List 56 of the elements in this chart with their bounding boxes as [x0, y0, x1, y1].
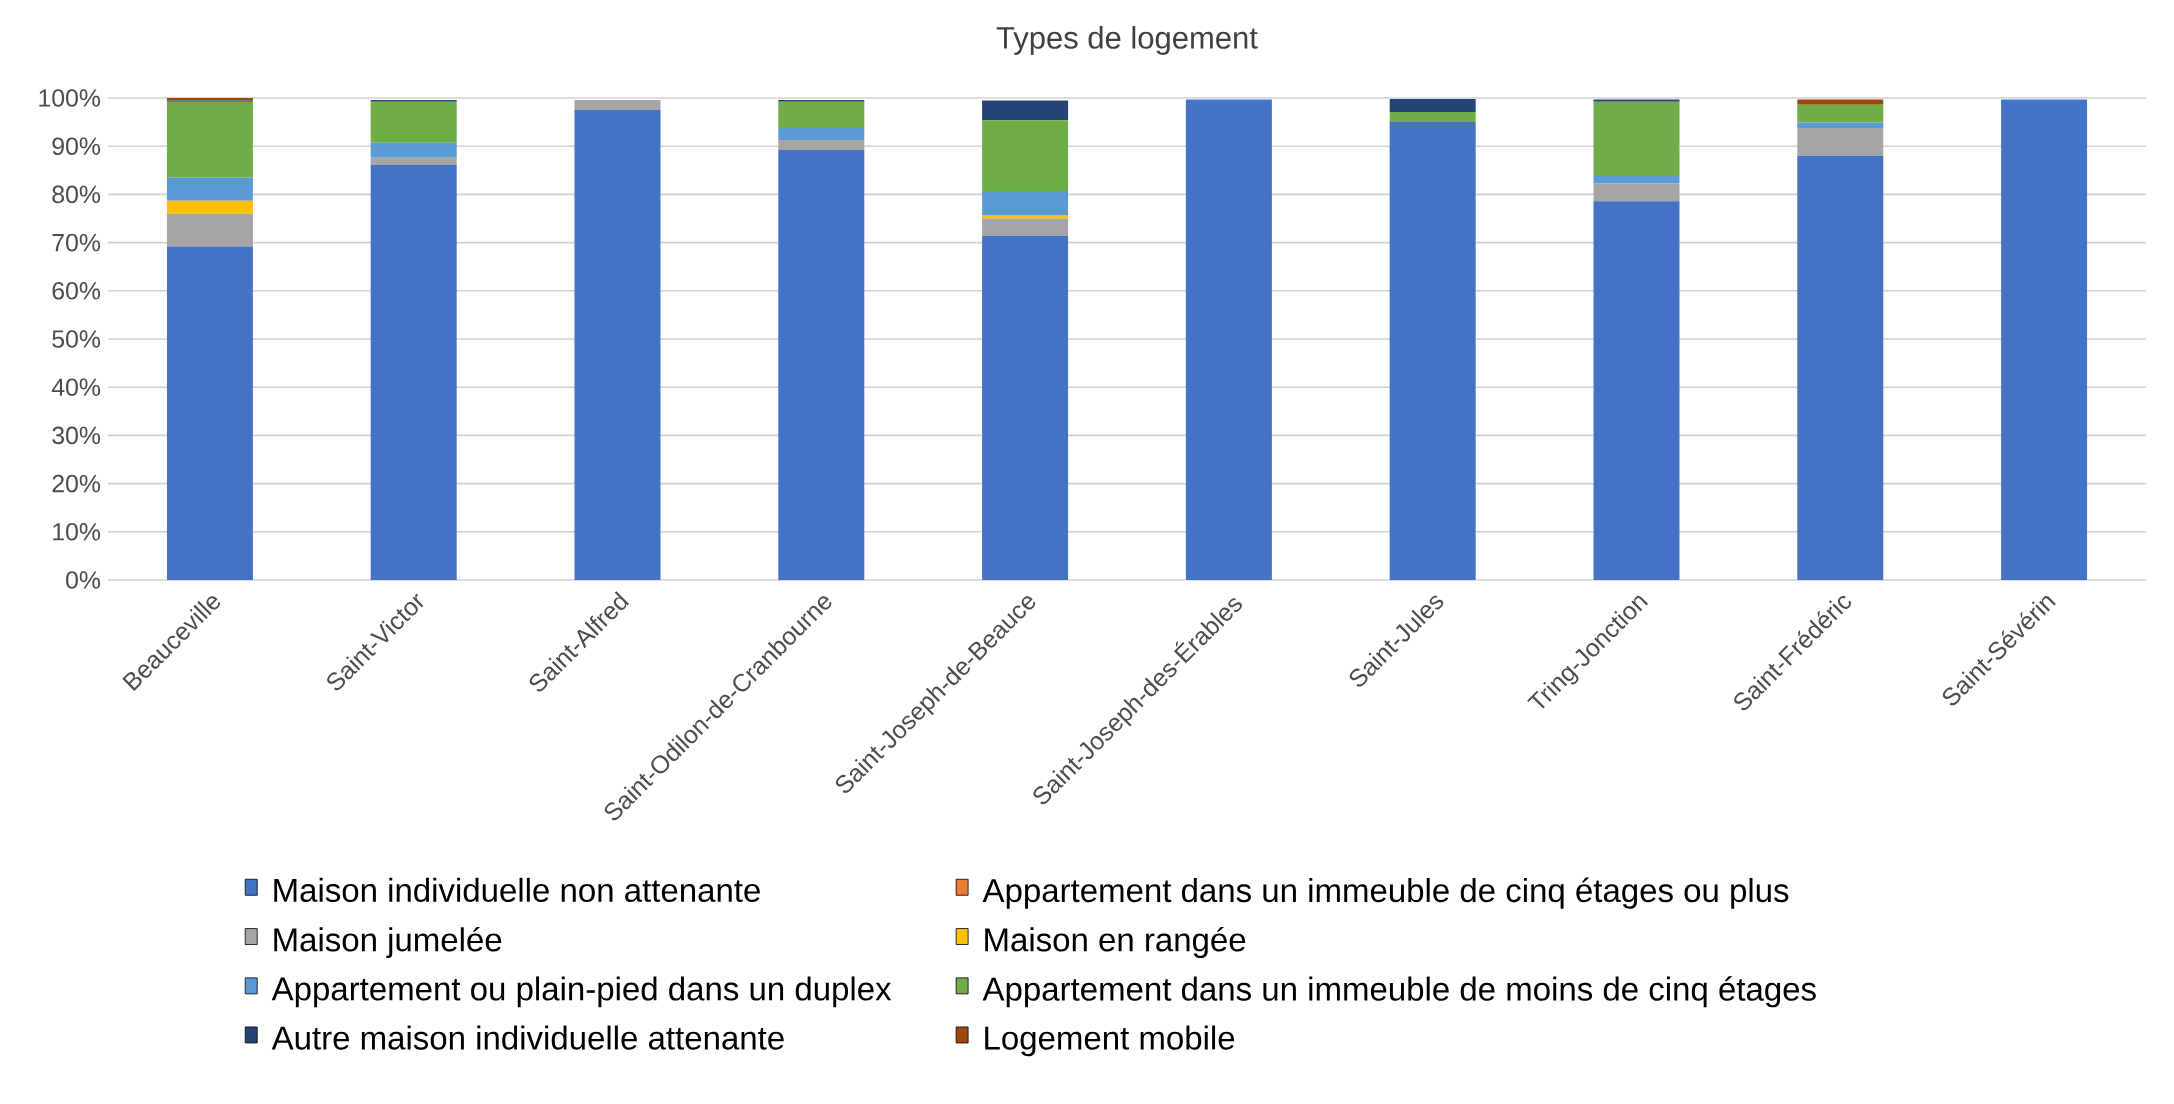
bar	[1593, 183, 1680, 202]
bar	[574, 110, 661, 580]
bar	[166, 246, 253, 580]
bar	[982, 235, 1069, 580]
y-tick-label: 10%	[53, 523, 101, 541]
bar	[1593, 99, 1680, 102]
bar	[370, 157, 457, 165]
bar	[1593, 176, 1680, 184]
legend-label: Maison individuelle non attenante	[274, 877, 760, 903]
y-tick-label: 80%	[52, 185, 101, 204]
bar	[982, 218, 1069, 236]
bar	[574, 99, 661, 111]
bar	[1797, 104, 1884, 123]
legend-label: Logement mobile	[985, 1025, 1235, 1057]
bar	[166, 213, 253, 247]
legend-label: Autre maison individuelle attenante	[271, 1025, 784, 1050]
y-tick-label: 100%	[39, 89, 101, 107]
y-tick-label: 50%	[52, 330, 101, 348]
bar	[166, 101, 253, 178]
bar	[1593, 101, 1680, 177]
bar	[1797, 155, 1884, 580]
bar	[1389, 122, 1476, 580]
bar	[1389, 111, 1476, 123]
legend-label: Maison jumelée	[274, 926, 502, 959]
bar	[982, 215, 1069, 219]
bar	[166, 200, 253, 214]
bar	[166, 177, 253, 201]
y-tick-label: 70%	[52, 233, 101, 252]
bar	[1797, 99, 1884, 105]
bar	[778, 127, 865, 140]
bar	[778, 139, 865, 151]
y-tick-label: 60%	[52, 282, 101, 300]
bar	[778, 150, 865, 580]
bar	[370, 165, 457, 580]
bar	[2001, 99, 2088, 580]
bar	[1185, 99, 1272, 580]
bar	[370, 142, 457, 158]
y-tick-label: 40%	[51, 378, 101, 396]
bar	[1593, 201, 1680, 580]
y-tick-label: 90%	[52, 137, 101, 155]
y-tick-label: 0%	[66, 571, 101, 589]
legend-label: Appartement ou plain-pied dans un duplex	[271, 976, 892, 1008]
chart-title: Types de logement	[996, 26, 1258, 55]
y-tick-label: 20%	[52, 474, 101, 493]
bar	[1389, 98, 1476, 112]
bar	[982, 120, 1069, 192]
bar	[370, 101, 457, 143]
bar	[1797, 122, 1884, 128]
legend-label: Appartement dans un immeuble de cinq étages ou plus	[982, 877, 1789, 909]
bar	[778, 101, 865, 128]
legend-label: Appartement dans un immeuble de moins de cinq étages	[982, 976, 1816, 1008]
bar	[982, 100, 1069, 121]
bar	[1797, 127, 1884, 156]
bar	[982, 191, 1069, 216]
legend-label: Maison en rangée	[985, 926, 1246, 959]
y-tick-label: 30%	[52, 426, 101, 445]
